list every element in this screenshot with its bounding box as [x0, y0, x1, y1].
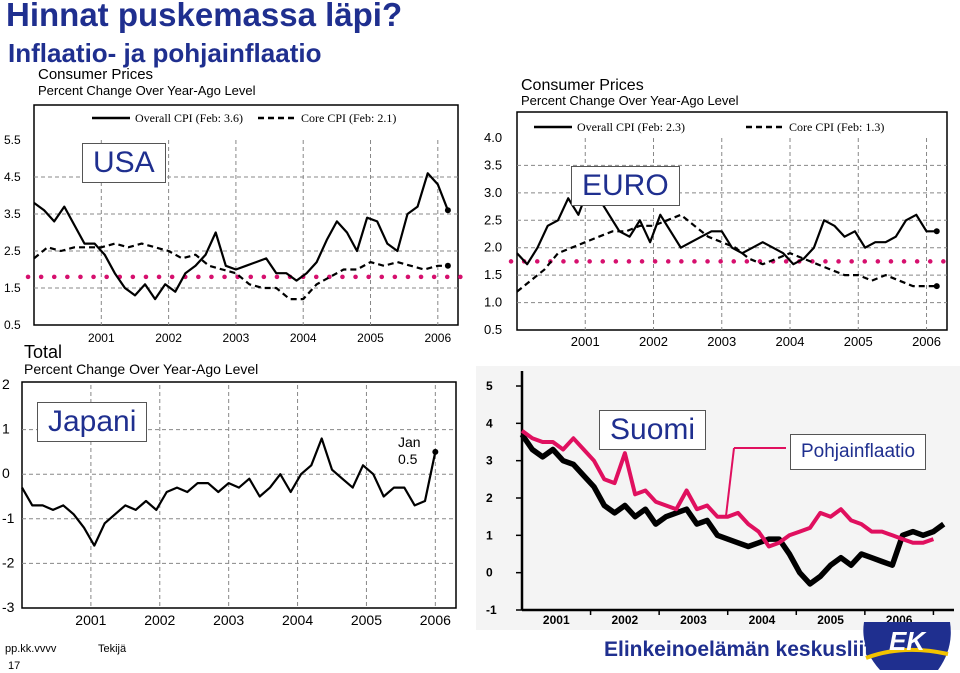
- suomi-series-0-line: [519, 432, 946, 587]
- chart-usa: Consumer Prices Percent Change Over Year…: [4, 66, 465, 345]
- japan-series-0-line: [21, 437, 437, 547]
- usa-xtick-label: 2006: [424, 331, 451, 345]
- suomi-xtick-label: 2005: [817, 613, 844, 627]
- euro-ytick-label: 3.5: [484, 157, 502, 172]
- usa-ytick-label: 2.5: [4, 244, 21, 258]
- euro-chart-subtitle: Percent Change Over Year-Ago Level: [521, 93, 739, 108]
- usa-xtick-label: 2004: [290, 331, 317, 345]
- pohja-pointer-v: [725, 447, 735, 517]
- euro-legend-overall: Overall CPI (Feb: 2.3): [577, 120, 685, 134]
- slide-subtitle: Inflaatio- ja pohjainflaatio: [8, 38, 322, 68]
- usa-xtick-label: 2002: [155, 331, 182, 345]
- japan-ytick-label: -3: [2, 599, 15, 615]
- ek-logo-text: EK: [889, 626, 927, 656]
- usa-chart-subtitle: Percent Change Over Year-Ago Level: [38, 83, 256, 98]
- euro-xtick-label: 2002: [639, 334, 668, 349]
- euro-ytick-label: 0.5: [484, 322, 502, 337]
- suomi-ytick-label: 3: [486, 454, 493, 468]
- japan-ytick-label: 0: [2, 465, 10, 481]
- page-number: 17: [8, 660, 21, 672]
- japan-xtick-label: 2004: [282, 612, 313, 628]
- suomi-ytick-label: 4: [486, 416, 493, 430]
- japan-ytick-label: 1: [2, 421, 10, 437]
- euro-series-1-line: [516, 213, 937, 293]
- japan-ytick-label: 2: [2, 376, 10, 392]
- japan-xtick-label: 2001: [75, 612, 106, 628]
- usa-ytick-label: 4.5: [4, 170, 21, 184]
- usa-xtick-label: 2003: [223, 331, 250, 345]
- usa-ytick-label: 3.5: [4, 207, 21, 221]
- brand-name: Elinkeinoelämän keskusliitto: [604, 638, 892, 661]
- ek-logo-shield: [863, 622, 951, 670]
- japan-ytick-label: -1: [2, 510, 15, 526]
- suomi-xtick-label: 2002: [612, 613, 639, 627]
- euro-ytick-label: 2.0: [484, 240, 502, 255]
- usa-series-1-endpoint: [444, 262, 451, 269]
- suomi-series-1-line: [520, 429, 935, 549]
- suomi-xtick-label: 2001: [543, 613, 570, 627]
- euro-xtick-label: 2005: [844, 334, 873, 349]
- slide-title: Hinnat puskemassa läpi?: [6, 0, 403, 33]
- euro-series-1-endpoint: [933, 283, 940, 290]
- euro-series-0-endpoint: [933, 228, 940, 235]
- usa-xtick-label: 2005: [357, 331, 384, 345]
- footer-date: pp.kk.vvvv: [5, 643, 57, 655]
- usa-ytick-label: 1.5: [4, 281, 21, 295]
- japan-chart-title: Total: [24, 342, 62, 362]
- euro-ytick-label: 1.0: [484, 295, 502, 310]
- country-label-japan: Japani: [37, 402, 148, 442]
- country-label-usa: USA: [82, 143, 166, 183]
- chart-euro: Consumer Prices Percent Change Over Year…: [484, 77, 954, 349]
- japan-xtick-label: 2006: [420, 612, 451, 628]
- japan-xtick-label: 2002: [144, 612, 175, 628]
- suomi-xtick-label: 2004: [749, 613, 776, 627]
- japan-chart-subtitle: Percent Change Over Year-Ago Level: [24, 361, 258, 377]
- euro-chart-title: Consumer Prices: [521, 77, 644, 94]
- ek-logo-icon: EK: [863, 622, 951, 670]
- japan-series-0-endpoint: [432, 448, 439, 455]
- country-label-suomi: Suomi: [599, 410, 707, 450]
- usa-chart-title: Consumer Prices: [38, 66, 153, 83]
- euro-xtick-label: 2004: [776, 334, 805, 349]
- country-label-euro: EURO: [571, 166, 680, 206]
- usa-series-0-line: [33, 172, 449, 301]
- ek-logo-swoosh: [865, 647, 949, 660]
- usa-ytick-label: 5.5: [4, 133, 21, 147]
- usa-xtick-label: 2001: [88, 331, 115, 345]
- suomi-ytick-label: -1: [486, 603, 497, 617]
- euro-ytick-label: 4.0: [484, 130, 502, 145]
- euro-xtick-label: 2003: [707, 334, 736, 349]
- suomi-ytick-label: 5: [486, 379, 493, 393]
- euro-ytick-label: 1.5: [484, 267, 502, 282]
- usa-ytick-label: 0.5: [4, 318, 21, 332]
- euro-legend-core: Core CPI (Feb: 1.3): [789, 120, 884, 134]
- japan-xtick-label: 2003: [213, 612, 244, 628]
- usa-series-1-line: [33, 242, 448, 301]
- japan-annotation-month: Jan: [398, 434, 421, 450]
- euro-xtick-label: 2006: [912, 334, 941, 349]
- euro-ytick-label: 2.5: [484, 212, 502, 227]
- euro-ytick-label: 3.0: [484, 185, 502, 200]
- suomi-ytick-label: 0: [486, 566, 493, 580]
- japan-ytick-label: -2: [2, 554, 15, 570]
- suomi-ytick-label: 2: [486, 491, 493, 505]
- usa-series-0-endpoint: [444, 207, 451, 214]
- japan-annotation-value: 0.5: [398, 451, 418, 467]
- footer-author: Tekijä: [98, 643, 127, 655]
- euro-xtick-label: 2001: [571, 334, 600, 349]
- pohjainflaatio-label: Pohjainflaatio: [790, 434, 927, 470]
- suomi-xtick-label: 2003: [680, 613, 707, 627]
- usa-legend-overall: Overall CPI (Feb: 3.6): [135, 111, 243, 125]
- suomi-ytick-label: 1: [486, 528, 493, 542]
- japan-xtick-label: 2005: [351, 612, 382, 628]
- usa-legend-core: Core CPI (Feb: 2.1): [301, 111, 396, 125]
